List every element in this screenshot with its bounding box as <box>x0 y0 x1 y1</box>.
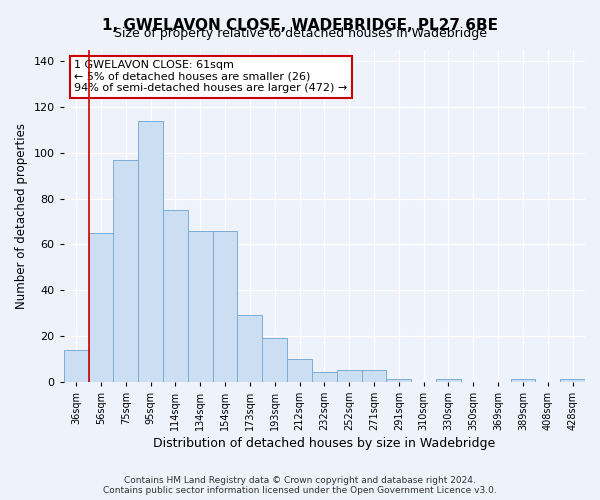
Bar <box>113 160 138 382</box>
Text: 1 GWELAVON CLOSE: 61sqm
← 5% of detached houses are smaller (26)
94% of semi-det: 1 GWELAVON CLOSE: 61sqm ← 5% of detached… <box>74 60 347 93</box>
Bar <box>386 379 411 382</box>
Bar <box>560 379 585 382</box>
Bar <box>238 315 262 382</box>
Bar <box>362 370 386 382</box>
Bar <box>64 350 89 382</box>
Text: 1, GWELAVON CLOSE, WADEBRIDGE, PL27 6BE: 1, GWELAVON CLOSE, WADEBRIDGE, PL27 6BE <box>102 18 498 32</box>
Bar <box>312 372 337 382</box>
Text: Contains HM Land Registry data © Crown copyright and database right 2024.
Contai: Contains HM Land Registry data © Crown c… <box>103 476 497 495</box>
X-axis label: Distribution of detached houses by size in Wadebridge: Distribution of detached houses by size … <box>153 437 496 450</box>
Bar <box>337 370 362 382</box>
Bar <box>89 233 113 382</box>
Bar <box>511 379 535 382</box>
Bar <box>262 338 287 382</box>
Bar <box>287 358 312 382</box>
Bar <box>138 121 163 382</box>
Text: Size of property relative to detached houses in Wadebridge: Size of property relative to detached ho… <box>113 28 487 40</box>
Bar <box>436 379 461 382</box>
Bar <box>188 230 212 382</box>
Y-axis label: Number of detached properties: Number of detached properties <box>15 123 28 309</box>
Bar <box>212 230 238 382</box>
Bar <box>163 210 188 382</box>
